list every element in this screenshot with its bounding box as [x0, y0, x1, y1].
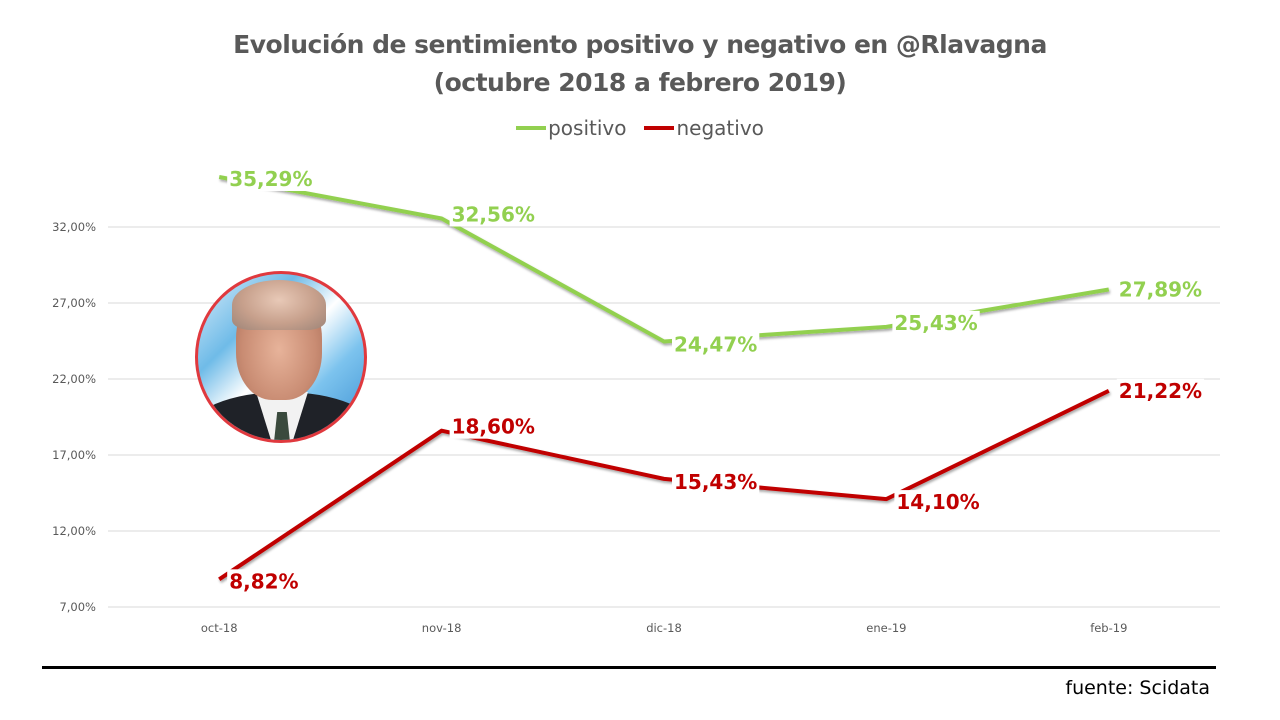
data-label-group: 24,47%: [672, 332, 760, 357]
data-label-background: [672, 469, 760, 494]
portrait-tie: [274, 412, 290, 440]
y-tick-label: 17,00%: [52, 448, 96, 462]
chart-title-line1: Evolución de sentimiento positivo y nega…: [233, 30, 1047, 59]
x-tick-label: oct-18: [201, 621, 238, 635]
data-label-group: 15,43%: [672, 469, 760, 494]
data-label-background: [227, 166, 315, 191]
data-label-background: [672, 332, 760, 357]
data-label-positivo: 35,29%: [229, 167, 312, 191]
x-tick-label: ene-19: [866, 621, 906, 635]
data-label-background: [449, 414, 537, 439]
data-label-negativo: 21,22%: [1119, 379, 1202, 403]
data-label-negativo: 18,60%: [452, 415, 535, 439]
data-label-group: 32,56%: [449, 202, 537, 227]
x-axis-ticks: oct-18 nov-18 dic-18 ene-19 feb-19: [201, 621, 1128, 635]
y-tick-label: 27,00%: [52, 296, 96, 310]
data-label-background: [449, 202, 537, 227]
source-credit: fuente: Scidata: [1065, 677, 1210, 699]
legend-item-negativo: negativo: [644, 116, 764, 140]
legend-label-negativo: negativo: [676, 116, 764, 140]
x-tick-label: dic-18: [646, 621, 682, 635]
x-tick-label: feb-19: [1090, 621, 1127, 635]
data-label-positivo: 32,56%: [452, 202, 535, 226]
y-tick-label: 22,00%: [52, 372, 96, 386]
data-label-group: 8,82%: [227, 569, 301, 594]
data-label-background: [892, 310, 980, 335]
footer-divider: [42, 666, 1216, 669]
data-label-positivo: 24,47%: [674, 332, 757, 356]
portrait-photo: [195, 271, 367, 443]
data-label-negativo: 15,43%: [674, 470, 757, 494]
data-label-positivo: 25,43%: [894, 311, 977, 335]
legend: positivo negativo: [0, 116, 1280, 140]
legend-swatch-positivo: [516, 126, 547, 130]
data-label-group: 27,89%: [1116, 277, 1205, 302]
x-tick-label: nov-18: [422, 621, 462, 635]
chart-subtitle: (octubre 2018 a febrero 2019): [433, 68, 847, 97]
data-label-group: 35,29%: [227, 166, 315, 191]
series-line-negativo: [218, 389, 1110, 581]
y-tick-label: 12,00%: [52, 524, 96, 538]
data-label-group: 25,43%: [892, 310, 980, 335]
y-tick-label: 32,00%: [52, 220, 96, 234]
y-axis-ticks: 7,00% 12,00% 17,00% 22,00% 27,00% 32,00%: [52, 220, 96, 614]
data-label-background: [894, 490, 982, 515]
legend-label-positivo: positivo: [548, 116, 627, 140]
data-label-background: [227, 569, 301, 594]
data-label-background: [1116, 277, 1205, 302]
data-label-group: 21,22%: [1116, 378, 1205, 403]
data-label-negativo: 14,10%: [896, 490, 979, 514]
data-label-background: [1116, 378, 1205, 403]
data-label-negativo: 8,82%: [229, 569, 298, 593]
data-label-group: 18,60%: [449, 414, 537, 439]
chart-title: Evolución de sentimiento positivo y nega…: [0, 26, 1280, 102]
legend-item-positivo: positivo: [516, 116, 626, 140]
portrait-hair: [232, 280, 326, 330]
data-label-positivo: 27,89%: [1119, 277, 1202, 301]
y-tick-label: 7,00%: [59, 600, 96, 614]
data-label-group: 14,10%: [894, 490, 982, 515]
data-labels: 35,29% 32,56% 24,47% 25,43% 27,89% 8,82% 18,60…: [227, 166, 1205, 594]
legend-swatch-negativo: [644, 126, 675, 130]
